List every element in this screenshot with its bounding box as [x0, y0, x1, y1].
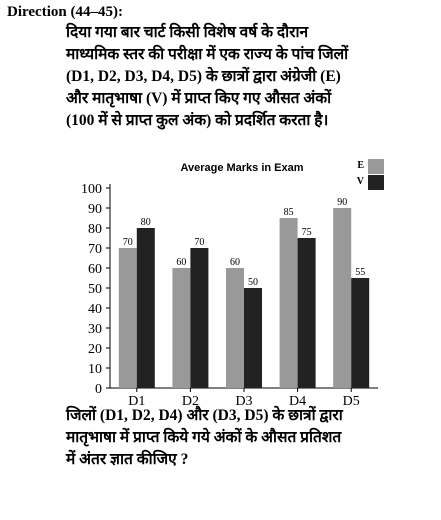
legend-label: V — [357, 176, 365, 187]
intro-line: माध्यमिक स्तर की परीक्षा में एक राज्य के… — [66, 46, 349, 63]
y-tick-label: 90 — [88, 202, 102, 217]
x-tick-label: D1 — [128, 394, 145, 405]
legend-swatch-V — [368, 175, 384, 190]
legend-swatch-E — [368, 159, 384, 174]
bar-V-D4 — [297, 238, 316, 388]
y-tick-label: 30 — [88, 322, 102, 337]
data-label: 90 — [337, 197, 347, 208]
data-label: 70 — [123, 237, 133, 248]
data-label: 80 — [141, 217, 151, 228]
bar-E-D2 — [172, 268, 191, 388]
data-label: 85 — [284, 207, 294, 218]
bar-E-D5 — [333, 208, 352, 388]
y-tick-label: 80 — [88, 222, 102, 237]
y-tick-label: 40 — [88, 302, 102, 317]
direction-heading: Direction (44–45): — [7, 4, 123, 20]
question-line: में अंतर ज्ञात कीजिए ? — [66, 451, 189, 468]
bar-V-D3 — [244, 288, 262, 388]
y-tick-label: 0 — [95, 382, 102, 397]
y-tick-label: 10 — [88, 362, 102, 377]
chart-title: Average Marks in Exam — [180, 162, 303, 174]
y-tick-label: 70 — [88, 242, 102, 257]
y-tick-label: 20 — [88, 342, 102, 357]
bar-V-D2 — [190, 248, 209, 388]
intro-line: (D1, D2, D3, D4, D5) के छात्रों द्वारा अ… — [66, 68, 341, 85]
question-paragraph: जिलों (D1, D2, D4) और (D3, D5) के छात्रो… — [66, 405, 418, 471]
data-label: 70 — [194, 237, 204, 248]
y-tick-label: 60 — [88, 262, 102, 277]
y-tick-label: 100 — [81, 182, 102, 197]
x-tick-label: D2 — [182, 394, 199, 405]
chart-legend: EV — [357, 159, 384, 190]
y-tick-label: 50 — [88, 282, 102, 297]
data-label: 55 — [355, 267, 365, 278]
bar-E-D1 — [118, 248, 137, 388]
chart-svg: Average Marks in Exam EV 010203040506070… — [81, 159, 384, 409]
intro-line: और मातृभाषा (V) में प्राप्त किए गए औसत अ… — [66, 90, 332, 107]
data-label: 50 — [248, 277, 258, 288]
x-tick-label: D4 — [289, 394, 306, 405]
bar-V-D1 — [136, 228, 155, 388]
bar-E-D4 — [279, 218, 298, 388]
intro-line: दिया गया बार चार्ट किसी विशेष वर्ष के दौ… — [66, 24, 309, 41]
legend-label: E — [357, 160, 364, 171]
intro-line: (100 में से प्राप्त कुल अंक) को प्रदर्शि… — [66, 112, 329, 129]
chart-bars: 70 80 60 70 60 50 85 75 90 55 — [118, 197, 370, 388]
bar-V-D5 — [351, 278, 370, 388]
intro-paragraph: दिया गया बार चार्ट किसी विशेष वर्ष के दौ… — [66, 22, 418, 132]
question-line: मातृभाषा में प्राप्त किये गये अंकों के औ… — [66, 429, 342, 446]
x-tick-label: D3 — [235, 394, 252, 405]
data-label: 60 — [230, 257, 240, 268]
x-tick-label: D5 — [343, 394, 360, 405]
data-label: 60 — [176, 257, 186, 268]
question-line: जिलों (D1, D2, D4) और (D3, D5) के छात्रो… — [66, 407, 343, 424]
data-label: 75 — [302, 227, 312, 238]
bar-E-D3 — [226, 268, 244, 388]
